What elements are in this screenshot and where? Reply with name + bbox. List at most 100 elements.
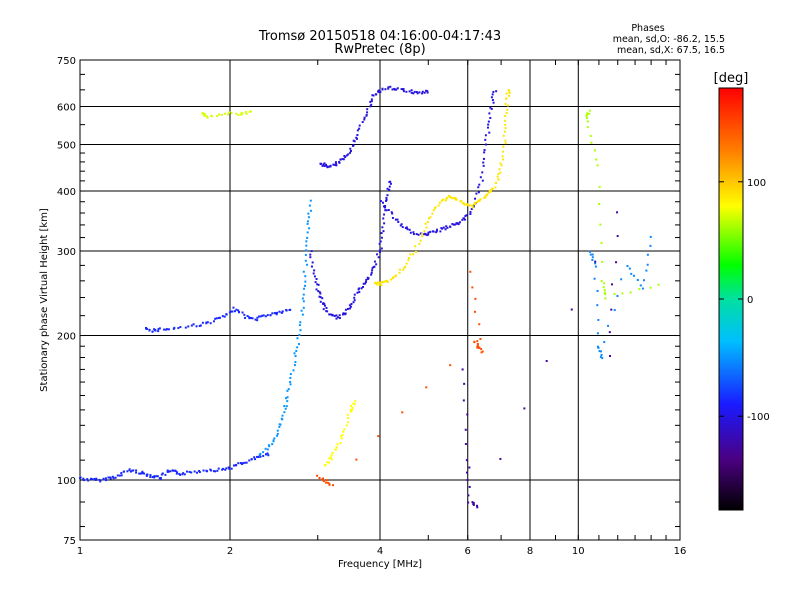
data-point: [143, 472, 146, 475]
data-point: [378, 283, 381, 286]
data-point: [608, 331, 611, 334]
data-point: [276, 429, 279, 432]
data-point: [328, 313, 331, 316]
data-point: [504, 139, 507, 142]
data-point: [598, 185, 601, 188]
data-point: [158, 327, 161, 330]
data-point: [393, 87, 396, 90]
data-point: [469, 204, 472, 207]
data-point: [326, 165, 329, 168]
data-point: [354, 400, 357, 403]
data-point: [140, 472, 143, 475]
data-point: [600, 241, 603, 244]
data-point: [351, 406, 354, 409]
data-point: [266, 314, 269, 317]
data-point: [199, 324, 202, 327]
data-point: [345, 154, 348, 157]
data-point: [335, 446, 338, 449]
data-point: [91, 478, 94, 481]
data-point: [332, 484, 335, 487]
data-point: [431, 230, 434, 233]
data-point: [469, 270, 472, 273]
data-point: [479, 338, 482, 341]
data-point: [479, 176, 482, 179]
data-point: [203, 114, 206, 117]
data-point: [415, 233, 418, 236]
data-point: [255, 455, 258, 458]
data-point: [440, 199, 443, 202]
data-point: [371, 94, 374, 97]
data-point: [287, 388, 290, 391]
data-point: [504, 142, 507, 145]
data-point: [496, 175, 499, 178]
data-point: [232, 464, 235, 467]
data-point: [171, 469, 174, 472]
data-point: [407, 259, 410, 262]
data-point: [233, 310, 236, 313]
data-point: [122, 470, 125, 473]
data-point: [323, 304, 326, 307]
data-point: [223, 315, 226, 318]
data-point: [361, 285, 364, 288]
data-point: [504, 127, 507, 130]
data-point: [387, 86, 390, 89]
data-point: [381, 226, 384, 229]
data-point: [313, 269, 316, 272]
data-point: [243, 313, 246, 316]
data-point: [600, 280, 603, 283]
data-point: [271, 312, 274, 315]
data-point: [331, 451, 334, 454]
data-point: [114, 476, 117, 479]
data-point: [355, 136, 358, 139]
data-point: [361, 121, 364, 124]
y-tick-label: 200: [57, 332, 76, 343]
data-point: [366, 108, 369, 111]
data-point: [322, 480, 325, 483]
data-point: [216, 469, 219, 472]
data-point: [355, 458, 358, 461]
data-point: [638, 288, 641, 291]
data-point: [391, 212, 394, 215]
grid-lines: [80, 60, 680, 540]
data-point: [336, 443, 339, 446]
data-point: [243, 461, 246, 464]
data-point: [264, 447, 267, 450]
data-point: [397, 220, 400, 223]
data-point: [294, 355, 297, 358]
data-point: [182, 472, 185, 475]
data-point: [217, 113, 220, 116]
data-point: [301, 297, 304, 300]
data-point: [218, 316, 221, 319]
data-point: [173, 326, 176, 329]
data-point: [452, 223, 455, 226]
data-point: [489, 116, 492, 119]
data-point: [86, 478, 89, 481]
data-point: [369, 105, 372, 108]
data-point: [370, 103, 373, 106]
data-point: [501, 150, 504, 153]
data-point: [416, 92, 419, 95]
data-point: [439, 230, 442, 233]
data-point: [307, 216, 310, 219]
data-point: [129, 470, 132, 473]
data-point: [230, 467, 233, 470]
data-point: [385, 198, 388, 201]
data-point: [141, 470, 144, 473]
data-point: [597, 318, 600, 321]
data-point: [425, 226, 428, 229]
data-point: [649, 244, 652, 247]
data-point: [309, 253, 312, 256]
data-point: [250, 458, 253, 461]
data-point: [636, 279, 639, 282]
data-point: [616, 235, 619, 238]
data-point: [371, 269, 374, 272]
data-point: [305, 240, 308, 243]
data-point: [310, 265, 313, 268]
data-point: [586, 126, 589, 129]
data-point: [174, 470, 177, 473]
data-point: [262, 451, 265, 454]
data-point: [410, 91, 413, 94]
data-point: [151, 330, 154, 333]
data-point: [358, 287, 361, 290]
